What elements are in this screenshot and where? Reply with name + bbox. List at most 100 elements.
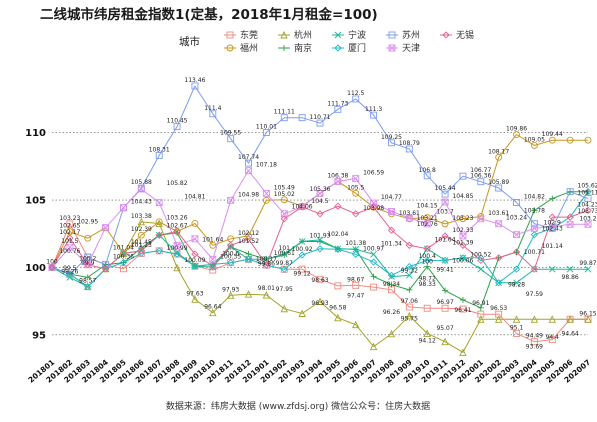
data-label: 102.43: [542, 226, 563, 233]
data-label: 104.98: [238, 191, 259, 198]
data-label: 96.93: [311, 300, 328, 307]
data-label: 113.46: [184, 77, 205, 84]
data-point: [334, 313, 342, 322]
data-label: 103.7: [436, 209, 453, 216]
data-point-x: [316, 190, 324, 197]
data-point: [334, 177, 342, 185]
data-point: [262, 129, 270, 136]
data-label: 93.69: [526, 343, 543, 350]
data-label: 95.75: [401, 316, 418, 323]
data-label: 100: [421, 258, 433, 265]
data-label: 100.97: [363, 245, 384, 252]
legend-title: 城市: [179, 35, 200, 48]
data-point: [173, 227, 181, 236]
data-label: 104.85: [452, 193, 473, 200]
data-label: 111.4: [204, 105, 221, 112]
data-label: 100.17: [256, 256, 277, 263]
data-point: [405, 145, 413, 153]
data-label: 103.61: [399, 210, 420, 217]
data-point: [352, 189, 360, 197]
data-label: 104.43: [131, 199, 152, 206]
data-point: [567, 188, 574, 195]
data-label: 97.93: [222, 286, 239, 293]
data-point: [530, 224, 538, 232]
data-label: 100.4: [419, 253, 436, 260]
data-label: 102.12: [238, 230, 259, 237]
data-point-x: [495, 220, 502, 228]
data-point: [459, 241, 467, 249]
data-point: [262, 189, 270, 197]
data-label: 99.5: [63, 265, 77, 272]
data-point: [262, 291, 271, 299]
data-label: 98.28: [508, 282, 525, 289]
data-point: [352, 246, 360, 253]
data-label: 105.5: [347, 184, 364, 191]
data-point: [84, 283, 92, 291]
data-point: [119, 258, 128, 267]
data-point: [281, 252, 288, 259]
data-point-x: [459, 232, 467, 240]
data-point: [530, 265, 539, 273]
data-point-x: [263, 190, 270, 197]
data-point: [298, 203, 306, 211]
data-point: [388, 281, 395, 288]
data-label: 96.15: [579, 310, 596, 317]
data-point: [459, 215, 467, 223]
data-point: [191, 82, 199, 90]
data-point: [244, 255, 253, 263]
series-markers: [48, 82, 592, 356]
data-point: [352, 250, 360, 258]
data-point-x: [138, 185, 145, 193]
data-label: 94.49: [526, 333, 543, 340]
data-point: [423, 329, 431, 337]
data-point: [441, 304, 449, 312]
data-point: [227, 259, 235, 267]
data-point: [334, 245, 342, 253]
data-label: 97.59: [526, 291, 543, 298]
data-point: [531, 207, 538, 214]
data-point: [155, 247, 163, 255]
data-label: 100.2: [79, 256, 96, 263]
data-point-x: [280, 210, 288, 218]
data-point: [262, 261, 271, 269]
data-point: [209, 255, 217, 263]
data-point: [584, 220, 592, 228]
data-point: [120, 250, 127, 257]
data-label: 97.95: [276, 286, 293, 293]
data-point: [173, 263, 181, 272]
data-point: [512, 265, 521, 273]
data-point: [442, 287, 449, 294]
data-point: [584, 136, 592, 144]
data-label: 102.76: [417, 221, 438, 228]
data-point-x: [209, 256, 217, 263]
data-label: 105.36: [310, 186, 331, 193]
data-point: [512, 315, 521, 323]
data-point: [584, 206, 592, 215]
data-point: [477, 254, 485, 262]
data-point: [548, 223, 556, 231]
data-label: 109.05: [524, 136, 545, 143]
data-point-x: [334, 178, 342, 185]
data-label: 109.25: [381, 134, 402, 141]
data-point: [298, 265, 306, 273]
data-label: 96.58: [329, 304, 346, 311]
data-label: 100.76: [59, 248, 80, 255]
data-label: 100.61: [274, 250, 295, 257]
data-point: [548, 213, 556, 221]
data-point: [352, 281, 360, 289]
data-label: 102.65: [59, 223, 80, 230]
data-point-x: [245, 167, 252, 174]
data-point: [120, 204, 127, 212]
source-note: 数据来源：纬房大数据 (www.zfdsj.org) 微信公众号：住房大数据: [166, 400, 430, 412]
data-point: [423, 245, 431, 252]
data-point: [548, 315, 556, 323]
data-point: [548, 336, 556, 344]
data-label: 97.63: [186, 290, 203, 297]
data-label: 106.36: [470, 173, 491, 180]
data-point: [369, 203, 378, 211]
data-point: [209, 260, 217, 269]
data-point: [102, 261, 110, 269]
data-label: 100.71: [524, 249, 545, 256]
data-point: [316, 275, 324, 283]
